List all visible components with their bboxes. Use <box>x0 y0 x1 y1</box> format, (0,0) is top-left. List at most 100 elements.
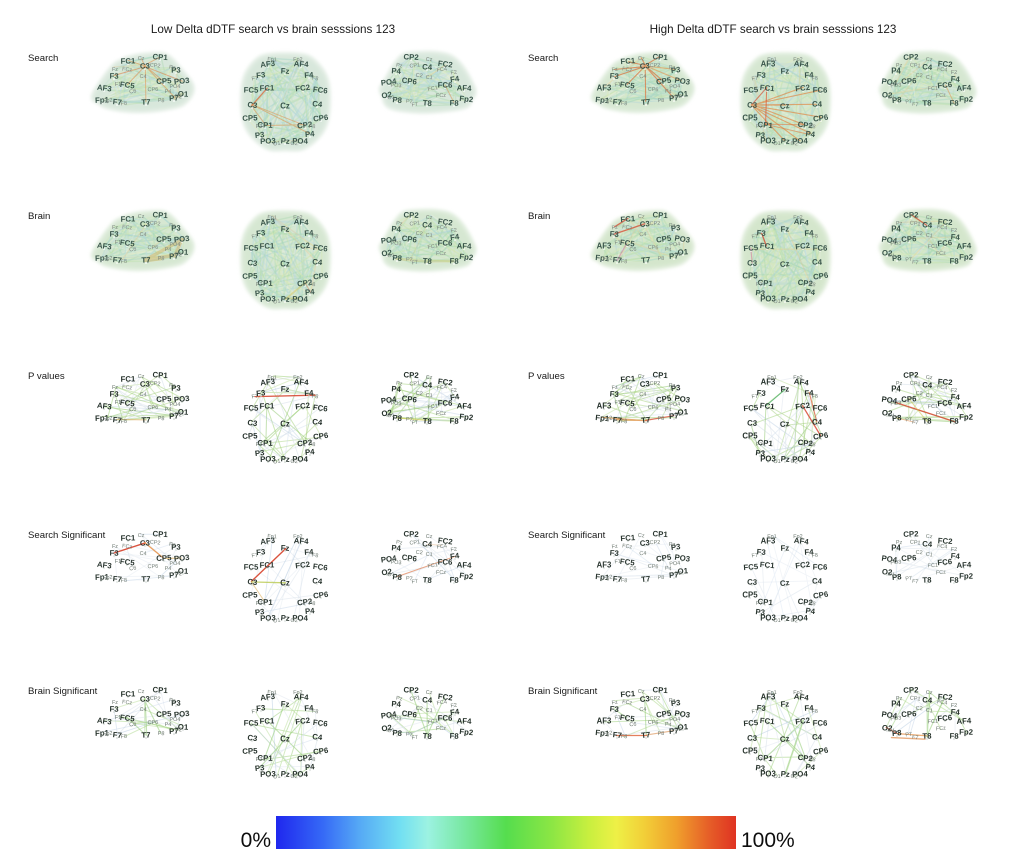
svg-text:P3: P3 <box>670 65 681 75</box>
svg-text:CP2: CP2 <box>650 696 661 702</box>
svg-text:P4: P4 <box>664 247 672 254</box>
svg-text:F3: F3 <box>756 70 766 80</box>
svg-text:PO4: PO4 <box>292 294 308 303</box>
svg-text:CP1: CP1 <box>757 753 774 763</box>
svg-text:AF3: AF3 <box>761 378 776 387</box>
svg-text:FC5: FC5 <box>119 713 135 724</box>
svg-text:P4: P4 <box>891 700 901 709</box>
svg-text:Fp2: Fp2 <box>293 57 303 63</box>
svg-text:Pz: Pz <box>669 65 676 71</box>
svg-text:F8: F8 <box>449 731 459 740</box>
svg-text:CP6: CP6 <box>313 271 330 282</box>
svg-text:Fp2: Fp2 <box>459 412 474 422</box>
svg-text:P7: P7 <box>169 570 179 579</box>
svg-text:CP1: CP1 <box>257 120 273 130</box>
svg-text:F7: F7 <box>411 260 418 267</box>
svg-text:P8: P8 <box>657 731 664 737</box>
svg-text:AF3: AF3 <box>260 692 276 703</box>
svg-text:PO4: PO4 <box>669 401 681 408</box>
svg-text:PO4: PO4 <box>792 613 809 623</box>
svg-text:P4: P4 <box>664 722 672 729</box>
svg-text:AF4: AF4 <box>793 59 809 70</box>
svg-text:PO4: PO4 <box>669 83 681 90</box>
svg-text:O2: O2 <box>290 299 298 305</box>
svg-text:PO4: PO4 <box>792 136 809 146</box>
svg-text:F3: F3 <box>109 390 119 399</box>
svg-text:O2: O2 <box>674 727 681 733</box>
svg-text:P7: P7 <box>405 99 413 106</box>
svg-text:P3: P3 <box>670 698 681 708</box>
svg-text:FC1: FC1 <box>260 241 276 250</box>
svg-text:C2: C2 <box>415 391 423 398</box>
svg-text:FC5: FC5 <box>743 85 759 95</box>
svg-text:FC6: FC6 <box>312 718 328 729</box>
svg-text:O2: O2 <box>790 299 798 306</box>
svg-text:F8: F8 <box>449 98 459 107</box>
svg-text:F7: F7 <box>411 579 418 586</box>
svg-text:AF4: AF4 <box>457 716 473 726</box>
svg-text:F8: F8 <box>621 259 628 266</box>
svg-text:Fp1: Fp1 <box>595 572 610 582</box>
svg-text:Pz: Pz <box>280 613 290 623</box>
svg-text:O1: O1 <box>387 413 395 419</box>
svg-text:CP1: CP1 <box>409 220 420 227</box>
svg-text:AF3: AF3 <box>96 401 112 412</box>
svg-text:FC2: FC2 <box>938 536 954 546</box>
svg-text:O1: O1 <box>178 722 189 731</box>
svg-text:FC1: FC1 <box>260 560 276 569</box>
svg-text:Fp2: Fp2 <box>459 252 474 262</box>
svg-text:CP5: CP5 <box>242 746 258 756</box>
svg-text:CP6: CP6 <box>147 405 158 412</box>
svg-text:FC5: FC5 <box>119 80 135 91</box>
svg-text:AF3: AF3 <box>260 377 276 388</box>
svg-text:Cz: Cz <box>426 690 433 696</box>
svg-text:PO4: PO4 <box>169 717 180 723</box>
svg-text:AF3: AF3 <box>96 83 112 94</box>
svg-text:PO4: PO4 <box>292 454 308 463</box>
svg-text:C4: C4 <box>812 258 823 267</box>
svg-text:CP1: CP1 <box>257 278 273 288</box>
svg-text:P4: P4 <box>391 66 402 76</box>
svg-text:FC2: FC2 <box>295 241 311 252</box>
svg-text:C3: C3 <box>747 100 758 110</box>
svg-text:Fz: Fz <box>112 225 118 231</box>
svg-text:Fp1: Fp1 <box>767 215 777 221</box>
svg-text:FC5: FC5 <box>619 713 635 724</box>
svg-text:FC1: FC1 <box>759 560 775 570</box>
svg-text:Cz: Cz <box>637 689 645 696</box>
svg-text:Pz: Pz <box>169 698 176 705</box>
svg-text:FCz: FCz <box>936 569 947 576</box>
svg-text:C2: C2 <box>915 706 922 712</box>
svg-text:F4: F4 <box>450 392 461 402</box>
svg-text:CP1: CP1 <box>152 685 168 695</box>
svg-text:CP5: CP5 <box>156 709 172 719</box>
svg-text:AF4: AF4 <box>956 241 972 251</box>
svg-text:CP2: CP2 <box>650 540 661 546</box>
svg-text:PO3: PO3 <box>760 614 776 623</box>
svg-text:PO4: PO4 <box>792 454 809 464</box>
svg-text:Fz: Fz <box>780 66 789 75</box>
svg-text:CP6: CP6 <box>813 271 830 282</box>
svg-text:FC6: FC6 <box>813 718 829 727</box>
svg-text:Fp2: Fp2 <box>103 256 113 263</box>
svg-text:FC2: FC2 <box>795 560 811 571</box>
svg-text:P7: P7 <box>669 726 679 736</box>
svg-text:FC6: FC6 <box>937 713 953 723</box>
svg-text:FC5: FC5 <box>619 398 635 409</box>
svg-text:Fp2: Fp2 <box>293 375 303 381</box>
svg-text:PO3: PO3 <box>890 716 901 723</box>
svg-text:P8: P8 <box>309 757 316 763</box>
svg-text:PO4: PO4 <box>380 394 397 405</box>
svg-text:Cz: Cz <box>637 533 645 540</box>
svg-text:Fz: Fz <box>281 384 290 393</box>
svg-text:P4: P4 <box>805 287 816 297</box>
svg-text:F8: F8 <box>312 553 319 560</box>
svg-text:F3: F3 <box>256 70 267 80</box>
svg-text:T7: T7 <box>641 97 651 107</box>
svg-text:PO4: PO4 <box>792 294 809 304</box>
svg-text:Fp2: Fp2 <box>603 255 613 262</box>
svg-text:P3: P3 <box>755 607 766 617</box>
svg-text:T8: T8 <box>422 416 433 426</box>
svg-text:O2: O2 <box>174 252 182 259</box>
svg-text:PO3: PO3 <box>674 234 691 245</box>
